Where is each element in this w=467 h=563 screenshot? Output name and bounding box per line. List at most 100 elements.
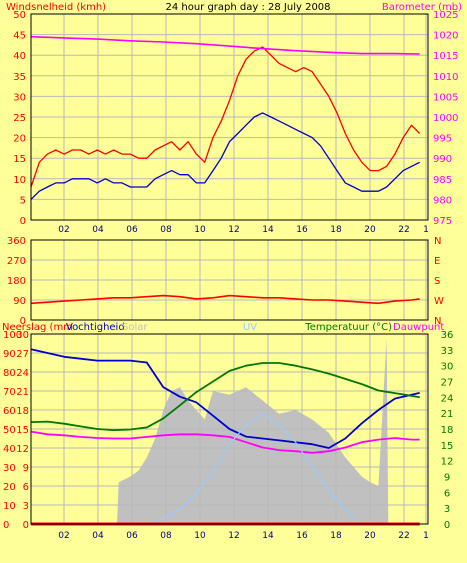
barometer-tick-label: 1000 bbox=[433, 113, 458, 124]
rain-tick-label: 15 bbox=[16, 425, 29, 436]
wind-speed-tick-label: 50 bbox=[13, 10, 26, 21]
rain-axis-label: Neerslag (mm bbox=[2, 322, 73, 333]
barometer-tick-label: 1020 bbox=[433, 31, 458, 42]
hour-tick-label: 12 bbox=[228, 531, 239, 541]
dewpoint-line bbox=[30, 430, 420, 454]
compass-tick-label: E bbox=[434, 256, 440, 267]
humidity-tick-label: 40 bbox=[3, 444, 16, 455]
hour-tick-label: 20 bbox=[364, 225, 376, 235]
wind-direction-tick-label: 180 bbox=[7, 276, 26, 287]
hour-tick-label: 18 bbox=[330, 225, 342, 235]
hour-tick-label: 18 bbox=[330, 531, 342, 541]
uv-label: UV bbox=[243, 322, 257, 333]
temperature-axis-label: Temperatuur (°C) bbox=[304, 322, 392, 333]
hour-tick-label: 1 bbox=[423, 225, 429, 235]
wind-average-line bbox=[30, 112, 420, 200]
hour-tick-label: 22 bbox=[398, 531, 409, 541]
wind-speed-axis-label: Windsnelheid (kmh) bbox=[6, 2, 106, 13]
wind-speed-tick-label: 25 bbox=[13, 113, 26, 124]
humidity-tick-label: 70 bbox=[3, 387, 16, 398]
compass-tick-label: W bbox=[434, 296, 444, 307]
rain-tick-label: 0 bbox=[23, 520, 29, 531]
temperature-tick-label: 3 bbox=[444, 504, 450, 515]
rain-tick-label: 18 bbox=[16, 406, 29, 417]
barometer-tick-label: 1010 bbox=[433, 72, 458, 83]
hour-tick-label: 14 bbox=[262, 225, 274, 235]
temperature-tick-label: 15 bbox=[441, 441, 454, 452]
compass-tick-label: S bbox=[434, 276, 440, 287]
humidity-tick-label: 100 bbox=[3, 330, 22, 341]
wind-speed-tick-label: 5 bbox=[20, 195, 26, 206]
barometer-axis-label: Barometer (mb) bbox=[382, 2, 462, 13]
hour-tick-label: 16 bbox=[296, 225, 308, 235]
compass-tick-label: N bbox=[434, 236, 441, 247]
barometer-line bbox=[30, 35, 420, 55]
wind-speed-tick-label: 45 bbox=[13, 31, 26, 42]
temperature-line bbox=[30, 362, 420, 432]
wind-speed-tick-label: 20 bbox=[13, 134, 26, 145]
wind-direction-tick-label: 90 bbox=[13, 296, 26, 307]
hour-tick-label: 1 bbox=[423, 531, 429, 541]
rain-tick-label: 9 bbox=[23, 463, 29, 474]
wind-speed-tick-label: 40 bbox=[13, 51, 26, 62]
hour-tick-label: 10 bbox=[194, 531, 206, 541]
temperature-tick-label: 30 bbox=[441, 362, 454, 373]
hour-tick-label: 20 bbox=[364, 531, 376, 541]
humidity-tick-label: 10 bbox=[3, 501, 16, 512]
temperature-tick-label: 9 bbox=[444, 473, 450, 484]
temperature-tick-label: 33 bbox=[441, 346, 454, 357]
wind-speed-tick-label: 0 bbox=[20, 216, 26, 227]
barometer-tick-label: 990 bbox=[433, 154, 452, 165]
hour-tick-label: 16 bbox=[296, 531, 308, 541]
uv-line bbox=[31, 413, 420, 525]
hour-tick-label: 02 bbox=[58, 225, 69, 235]
rain-tick-label: 6 bbox=[23, 482, 29, 493]
rain-tick-label: 12 bbox=[16, 444, 29, 455]
hour-tick-label: 04 bbox=[92, 225, 104, 235]
barometer-tick-label: 985 bbox=[433, 175, 452, 186]
humidity-tick-label: 60 bbox=[3, 406, 16, 417]
hour-tick-label: 02 bbox=[58, 531, 69, 541]
humidity-line bbox=[30, 348, 420, 449]
hour-tick-label: 06 bbox=[126, 531, 138, 541]
temperature-tick-label: 0 bbox=[444, 520, 450, 531]
humidity-tick-label: 50 bbox=[3, 425, 16, 436]
plot-frame-2 bbox=[30, 239, 429, 321]
barometer-tick-label: 1025 bbox=[433, 10, 458, 21]
temperature-tick-label: 27 bbox=[441, 378, 454, 389]
barometer-tick-label: 980 bbox=[433, 195, 452, 206]
barometer-tick-label: 975 bbox=[433, 216, 452, 227]
temperature-tick-label: 24 bbox=[441, 393, 454, 404]
wind-speed-tick-label: 10 bbox=[13, 175, 26, 186]
humidity-tick-label: 30 bbox=[3, 463, 16, 474]
rain-tick-label: 30 bbox=[16, 330, 29, 341]
humidity-tick-label: 0 bbox=[3, 520, 9, 531]
wind-speed-tick-label: 30 bbox=[13, 92, 26, 103]
tick-labels: 0510152025303540455097598098599099510001… bbox=[3, 10, 458, 541]
humidity-axis-label: Vochtigheid bbox=[66, 322, 125, 333]
humidity-tick-label: 80 bbox=[3, 368, 16, 379]
solar-label: Solar bbox=[122, 322, 148, 333]
hour-tick-label: 08 bbox=[160, 531, 172, 541]
temperature-tick-label: 6 bbox=[444, 488, 450, 499]
rain-tick-label: 24 bbox=[16, 368, 29, 379]
hour-tick-label: 10 bbox=[194, 225, 206, 235]
chart-title: 24 hour graph day : 28 July 2008 bbox=[165, 2, 330, 13]
wind-speed-tick-label: 15 bbox=[13, 154, 26, 165]
wind-direction-tick-label: 360 bbox=[7, 236, 26, 247]
wind-speed-tick-label: 35 bbox=[13, 72, 26, 83]
temperature-tick-label: 12 bbox=[441, 457, 454, 468]
solar-radiation-area bbox=[31, 337, 420, 524]
wind-direction-tick-label: 270 bbox=[7, 256, 26, 267]
compass-tick-label: N bbox=[434, 316, 441, 327]
dewpoint-axis-label: Dauwpunt bbox=[393, 322, 444, 333]
barometer-tick-label: 995 bbox=[433, 134, 452, 145]
hour-tick-label: 04 bbox=[92, 531, 104, 541]
hour-tick-label: 08 bbox=[160, 225, 172, 235]
barometer-tick-label: 1015 bbox=[433, 51, 458, 62]
humidity-tick-label: 90 bbox=[3, 349, 16, 360]
barometer-tick-label: 1005 bbox=[433, 92, 458, 103]
wind-direction-line bbox=[30, 294, 420, 305]
temperature-tick-label: 18 bbox=[441, 425, 454, 436]
